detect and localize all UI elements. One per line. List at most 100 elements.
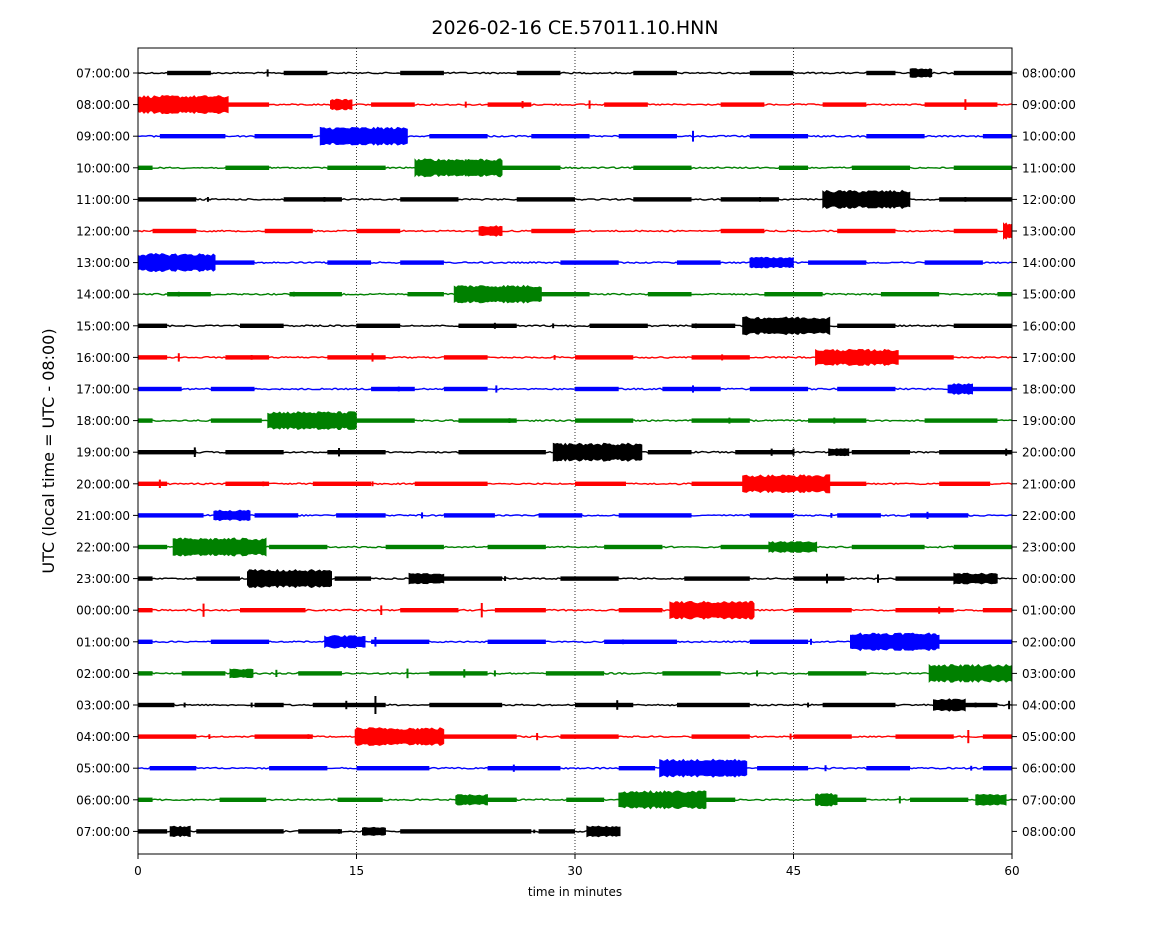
trace-noise-burst <box>215 260 255 265</box>
trace-row <box>137 189 1013 210</box>
trace-noise-burst <box>822 481 867 486</box>
trace-row <box>137 600 1013 620</box>
left-time-label: 01:00:00 <box>76 635 130 649</box>
trace-noise-burst <box>604 544 663 550</box>
trace-row <box>137 442 1012 462</box>
left-time-label: 15:00:00 <box>76 319 130 333</box>
right-time-label: 02:00:00 <box>1022 635 1076 649</box>
trace-row <box>137 509 1013 522</box>
x-tick-label: 60 <box>1004 864 1019 878</box>
trace-noise-burst <box>531 228 575 234</box>
trace-noise-burst <box>138 165 153 170</box>
right-time-label: 13:00:00 <box>1022 225 1076 239</box>
trace-noise-burst <box>138 608 153 613</box>
trace-noise-burst <box>210 639 270 644</box>
trace-noise-burst <box>458 450 546 455</box>
trace-noise-burst <box>159 134 226 139</box>
trace-event <box>669 600 755 620</box>
trace-noise-burst <box>254 513 299 518</box>
trace-noise-burst <box>575 386 619 392</box>
trace-noise-burst <box>138 197 197 202</box>
trace-noise-burst <box>575 355 634 360</box>
trace-noise-burst <box>371 102 415 107</box>
trace-noise-burst <box>982 734 1012 739</box>
trace-noise-burst <box>210 418 262 423</box>
trace-noise-burst <box>531 134 590 139</box>
trace-noise-burst <box>283 197 342 202</box>
trace-noise-burst <box>538 829 575 834</box>
trace-noise-burst <box>264 228 313 234</box>
trace-noise-burst <box>516 70 561 76</box>
trace-noise-burst <box>633 70 677 76</box>
right-time-label: 09:00:00 <box>1022 98 1076 112</box>
trace-noise-burst <box>371 639 430 644</box>
trace-event <box>172 537 267 557</box>
trace-noise-burst <box>793 576 845 581</box>
trace-event <box>586 825 621 838</box>
trace-noise-burst <box>851 544 925 550</box>
left-time-label: 20:00:00 <box>76 477 130 491</box>
trace-noise-burst <box>662 386 721 392</box>
left-time-label: 23:00:00 <box>76 572 130 586</box>
trace-noise-burst <box>866 70 896 76</box>
trace-noise-burst <box>298 671 342 676</box>
trace-row <box>137 68 1013 78</box>
left-time-label: 02:00:00 <box>76 667 130 681</box>
trace-event <box>330 98 353 111</box>
trace-noise-burst <box>939 450 1012 455</box>
right-time-label: 11:00:00 <box>1022 161 1076 175</box>
trace-noise-burst <box>138 671 153 676</box>
left-time-label: 03:00:00 <box>76 699 130 713</box>
trace-noise-burst <box>269 766 328 771</box>
trace-noise-burst <box>356 323 401 328</box>
trace-noise-burst <box>138 544 168 550</box>
trace-noise-burst <box>720 197 779 202</box>
right-time-label: 10:00:00 <box>1022 130 1076 144</box>
left-time-label: 21:00:00 <box>76 509 130 523</box>
trace-noise-burst <box>196 829 284 834</box>
trace-row <box>137 383 1013 395</box>
trace-noise-burst <box>968 386 1012 392</box>
trace-noise-burst <box>851 450 911 455</box>
trace-noise-burst <box>312 481 372 486</box>
trace-noise-burst <box>400 70 444 76</box>
x-tick-label: 15 <box>349 864 364 878</box>
trace-noise-burst <box>436 576 503 581</box>
trace-row <box>137 95 1013 115</box>
trace-noise-burst <box>749 513 794 518</box>
trace-noise-burst <box>676 260 721 265</box>
right-time-label: 17:00:00 <box>1022 351 1076 365</box>
trace-noise-burst <box>356 766 430 771</box>
left-time-label: 06:00:00 <box>76 793 130 807</box>
trace-noise-burst <box>494 608 546 613</box>
trace-noise-burst <box>604 102 648 107</box>
trace-event <box>408 572 445 585</box>
trace-noise-burst <box>633 197 692 202</box>
trace-noise-burst <box>822 702 896 708</box>
trace-noise-burst <box>589 323 648 328</box>
trace-noise-burst <box>337 797 383 802</box>
trace-noise-burst <box>545 671 605 676</box>
right-time-label: 19:00:00 <box>1022 414 1076 428</box>
x-tick-label: 30 <box>567 864 582 878</box>
trace-row <box>137 411 1013 431</box>
trace-noise-burst <box>289 292 342 297</box>
left-time-label: 12:00:00 <box>76 225 130 239</box>
trace-event <box>933 698 966 712</box>
left-time-label: 05:00:00 <box>76 762 130 776</box>
trace-noise-burst <box>939 481 991 486</box>
left-time-label: 19:00:00 <box>76 446 130 460</box>
trace-noise-burst <box>219 797 267 802</box>
trace-noise-burst <box>560 576 619 581</box>
trace-noise-burst <box>676 702 750 708</box>
trace-noise-burst <box>684 576 750 581</box>
trace-row <box>137 537 1013 557</box>
left-time-label: 04:00:00 <box>76 730 130 744</box>
trace-noise-burst <box>149 766 197 771</box>
y-axis-label: UTC (local time = UTC - 08:00) <box>39 328 58 573</box>
trace-noise-burst <box>720 102 765 107</box>
trace-noise-burst <box>837 323 896 328</box>
trace-noise-burst <box>167 292 211 297</box>
trace-noise-burst <box>400 829 532 834</box>
trace-event <box>453 284 542 304</box>
